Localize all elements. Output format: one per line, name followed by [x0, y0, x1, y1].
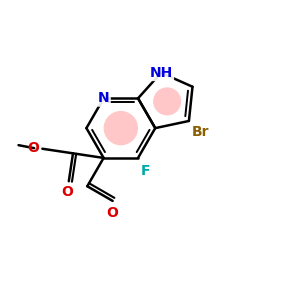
Circle shape: [103, 111, 138, 145]
Text: N: N: [98, 91, 109, 105]
Text: O: O: [27, 141, 39, 155]
Text: O: O: [61, 185, 73, 199]
Circle shape: [153, 87, 181, 116]
Text: Br: Br: [192, 125, 210, 139]
Text: O: O: [107, 206, 118, 220]
Text: NH: NH: [149, 66, 173, 80]
Text: F: F: [141, 164, 150, 178]
